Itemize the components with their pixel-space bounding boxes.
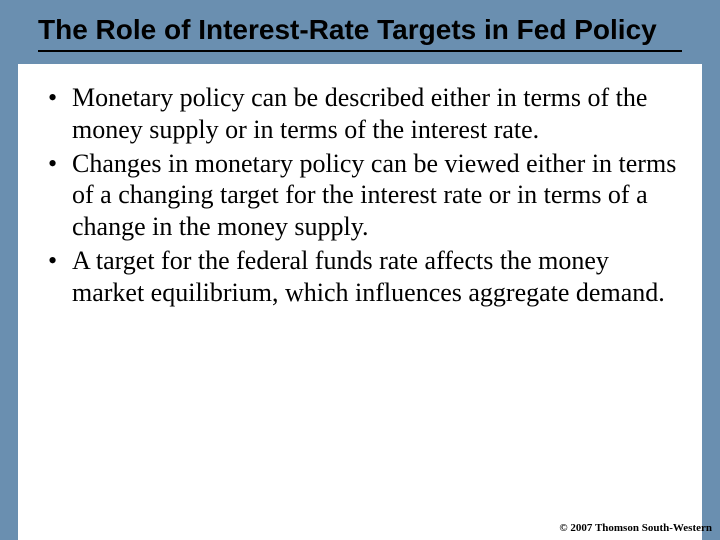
slide-title: The Role of Interest-Rate Targets in Fed… [38,14,682,46]
bullet-item: Changes in monetary policy can be viewed… [42,148,678,243]
content-box: Monetary policy can be described either … [18,64,702,540]
copyright-footer: © 2007 Thomson South-Western [559,522,712,534]
bullet-list: Monetary policy can be described either … [42,82,678,308]
bullet-item: Monetary policy can be described either … [42,82,678,145]
content-wrap: Monetary policy can be described either … [0,64,720,540]
title-underline [38,50,682,52]
slide: The Role of Interest-Rate Targets in Fed… [0,0,720,540]
bullet-item: A target for the federal funds rate affe… [42,245,678,308]
title-band: The Role of Interest-Rate Targets in Fed… [0,0,720,64]
